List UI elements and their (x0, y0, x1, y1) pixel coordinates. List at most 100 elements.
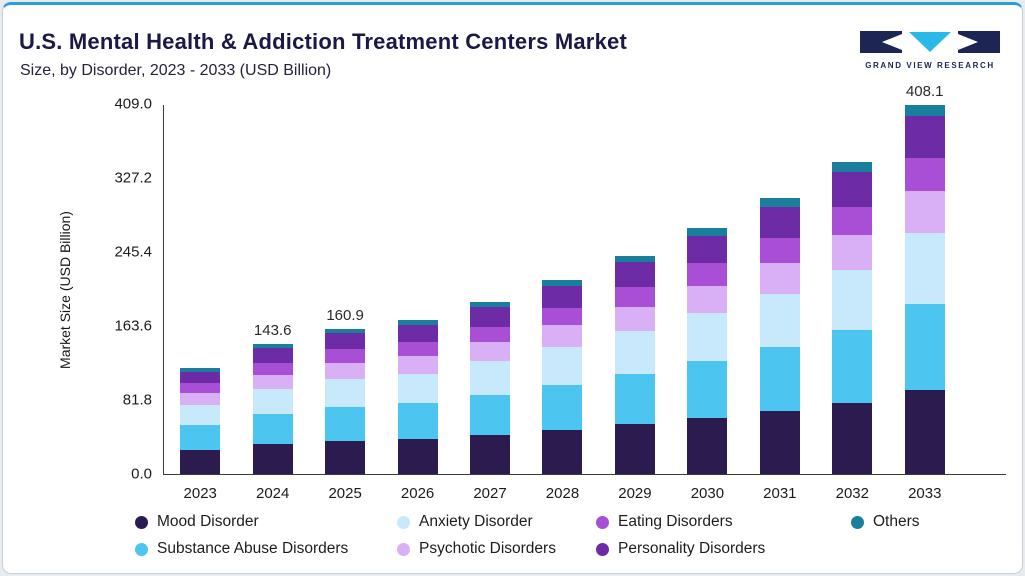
bar-segment[interactable] (759, 293, 800, 348)
bar-column-2029[interactable]: 2029 (614, 105, 655, 502)
bar-segment[interactable] (325, 349, 366, 363)
bar-segment[interactable] (832, 234, 873, 271)
legend-item[interactable]: Others (851, 513, 920, 531)
bar-segment[interactable] (687, 227, 728, 236)
legend-color-dot (135, 515, 148, 529)
bar-segment[interactable] (832, 402, 873, 474)
x-tick-label: 2033 (908, 485, 942, 502)
bar-segment[interactable] (614, 373, 655, 425)
bar-column-2031[interactable]: 2031 (759, 105, 800, 502)
bar-segment[interactable] (904, 389, 945, 474)
bar-segment[interactable] (397, 356, 438, 374)
bar-segment[interactable] (542, 307, 583, 326)
bar-column-2025[interactable]: 160.9 2025 (325, 105, 366, 502)
bar-segment[interactable] (614, 306, 655, 332)
bar-segment[interactable] (180, 392, 221, 405)
bar-segment[interactable] (470, 342, 511, 362)
bar-segment[interactable] (180, 368, 221, 372)
bar-column-2030[interactable]: 2030 (687, 105, 728, 502)
bar-segment[interactable] (470, 394, 511, 435)
bar-segment[interactable] (542, 286, 583, 308)
bar-segment[interactable] (252, 344, 293, 349)
bar-segment[interactable] (252, 414, 293, 445)
bar-segment[interactable] (614, 424, 655, 474)
legend-item[interactable]: Mood Disorder (135, 513, 397, 531)
bar-segment[interactable] (904, 232, 945, 305)
bar-segment[interactable] (252, 348, 293, 363)
bar-segment[interactable] (904, 191, 945, 233)
bar-segment[interactable] (542, 429, 583, 474)
bar-segment[interactable] (542, 280, 583, 287)
bar-segment[interactable] (397, 373, 438, 404)
bar-column-2023[interactable]: 2023 (180, 105, 221, 502)
bar-segment[interactable] (397, 320, 438, 326)
bar-segment[interactable] (325, 362, 366, 379)
bar-segment[interactable] (542, 384, 583, 430)
bar-segment[interactable] (687, 360, 728, 418)
bar-segment[interactable] (180, 425, 221, 450)
legend-row: Mood Disorder Anxiety Disorder Eating Diso… (135, 513, 920, 531)
bar-segment[interactable] (904, 304, 945, 390)
bar-segment[interactable] (542, 347, 583, 385)
bar-segment[interactable] (542, 325, 583, 348)
bar-segment[interactable] (325, 407, 366, 441)
bar-segment[interactable] (687, 313, 728, 361)
bar-column-2024[interactable]: 143.6 2024 (252, 105, 293, 502)
bar-segment[interactable] (614, 262, 655, 288)
bar-segment[interactable] (904, 116, 945, 159)
bar-segment[interactable] (832, 270, 873, 331)
bar-segment[interactable] (470, 307, 511, 327)
bar-column-2032[interactable]: 2032 (832, 105, 873, 502)
bar-segment[interactable] (180, 404, 221, 426)
bar-segment[interactable] (614, 331, 655, 374)
bar-segment[interactable] (470, 301, 511, 308)
legend-item[interactable]: Anxiety Disorder (397, 513, 596, 531)
bar-segment[interactable] (252, 444, 293, 474)
legend-item[interactable]: Personality Disorders (596, 540, 851, 558)
bar-segment[interactable] (904, 158, 945, 192)
bar-segment[interactable] (180, 371, 221, 384)
bar-segment[interactable] (470, 361, 511, 395)
bar-segment[interactable] (325, 332, 366, 350)
bar-segment[interactable] (832, 206, 873, 235)
bar-segment[interactable] (687, 417, 728, 474)
legend-item[interactable]: Eating Disorders (596, 513, 851, 531)
bar-column-2026[interactable]: 2026 (397, 105, 438, 502)
bar-segment[interactable] (325, 440, 366, 474)
bar-segment[interactable] (252, 389, 293, 415)
bar-segment[interactable] (687, 263, 728, 286)
bar-segment[interactable] (252, 374, 293, 390)
bar-segment[interactable] (180, 449, 221, 474)
bar-segment[interactable] (759, 262, 800, 294)
bar-segment[interactable] (687, 285, 728, 314)
bar-segment[interactable] (614, 287, 655, 307)
legend-item[interactable]: Substance Abuse Disorders (135, 540, 397, 558)
bar-segment[interactable] (397, 325, 438, 343)
bar-segment[interactable] (759, 347, 800, 412)
bar-segment[interactable] (397, 438, 438, 474)
bar-segment[interactable] (687, 235, 728, 264)
bar-segment[interactable] (252, 362, 293, 375)
bar-segment[interactable] (397, 342, 438, 357)
bar-segment[interactable] (759, 411, 800, 474)
bar-segment[interactable] (180, 383, 221, 393)
bar-column-2027[interactable]: 2027 (470, 105, 511, 502)
bar-segment[interactable] (325, 328, 366, 333)
bar-segment[interactable] (614, 255, 655, 263)
bar-segment[interactable] (470, 434, 511, 474)
y-tick-label: 81.8 (122, 391, 152, 409)
bar-segment[interactable] (759, 206, 800, 238)
bar-segment[interactable] (832, 330, 873, 403)
bar-segment[interactable] (470, 326, 511, 343)
bar-segment[interactable] (325, 378, 366, 408)
bar-segment[interactable] (832, 161, 873, 172)
bar-segment[interactable] (759, 198, 800, 207)
bar-segment[interactable] (397, 403, 438, 439)
bar-segment[interactable] (904, 104, 945, 117)
legend-item[interactable]: Psychotic Disorders (397, 540, 596, 558)
bar-segment[interactable] (759, 237, 800, 263)
bar-column-2033[interactable]: 408.1 2033 (904, 83, 945, 502)
bar-column-2028[interactable]: 2028 (542, 105, 583, 502)
bar-segment[interactable] (832, 171, 873, 207)
legend-color-dot (851, 515, 864, 529)
